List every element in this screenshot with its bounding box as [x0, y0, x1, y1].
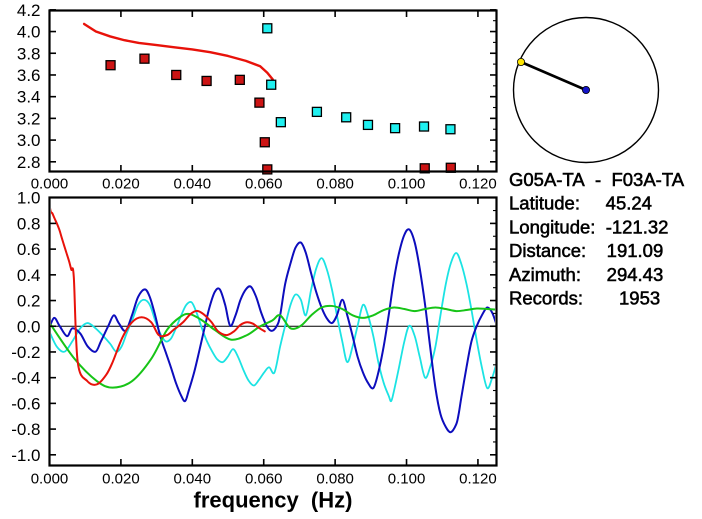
- svg-text:2.8: 2.8: [17, 153, 41, 172]
- svg-text:-0.8: -0.8: [11, 420, 40, 439]
- svg-text:3.8: 3.8: [17, 44, 41, 63]
- svg-text:G05A-TA - F03A-TA: G05A-TA - F03A-TA: [509, 169, 685, 190]
- svg-text:0.060: 0.060: [245, 176, 283, 193]
- svg-text:0.040: 0.040: [174, 176, 212, 193]
- svg-text:-0.2: -0.2: [11, 343, 40, 362]
- svg-text:0.120: 0.120: [459, 471, 497, 488]
- svg-text:0.080: 0.080: [316, 471, 354, 488]
- svg-text:3.0: 3.0: [17, 131, 41, 150]
- svg-text:0.100: 0.100: [388, 471, 426, 488]
- svg-text:0.040: 0.040: [174, 471, 212, 488]
- svg-text:4.2: 4.2: [17, 1, 41, 20]
- svg-text:Latitude: 45.24: Latitude: 45.24: [509, 193, 652, 214]
- svg-text:3.4: 3.4: [17, 88, 41, 107]
- svg-text:Distance: 191.09: Distance: 191.09: [509, 240, 663, 261]
- svg-text:0.8: 0.8: [17, 214, 41, 233]
- svg-text:0.000: 0.000: [31, 471, 69, 488]
- svg-text:0.100: 0.100: [388, 176, 426, 193]
- svg-text:Longitude: -121.32: Longitude: -121.32: [509, 216, 668, 237]
- svg-text:0.020: 0.020: [102, 471, 140, 488]
- svg-text:0.080: 0.080: [316, 176, 354, 193]
- svg-text:-1.0: -1.0: [11, 446, 40, 465]
- svg-text:0.4: 0.4: [17, 266, 41, 285]
- svg-text:-0.4: -0.4: [11, 369, 40, 388]
- svg-text:0.020: 0.020: [102, 176, 140, 193]
- svg-text:Records: 1953: Records: 1953: [509, 288, 660, 309]
- svg-text:0.060: 0.060: [245, 471, 283, 488]
- svg-text:-0.6: -0.6: [11, 394, 40, 413]
- svg-text:Azimuth: 294.43: Azimuth: 294.43: [509, 264, 663, 285]
- svg-text:3.2: 3.2: [17, 109, 41, 128]
- svg-text:1.0: 1.0: [17, 189, 41, 208]
- svg-text:0.2: 0.2: [17, 292, 41, 311]
- svg-text:frequency (Hz): frequency (Hz): [194, 488, 353, 513]
- svg-text:0.6: 0.6: [17, 240, 41, 259]
- svg-text:0.120: 0.120: [459, 176, 497, 193]
- svg-text:3.6: 3.6: [17, 66, 41, 85]
- svg-text:4.0: 4.0: [17, 23, 41, 42]
- svg-text:0.0: 0.0: [17, 317, 41, 336]
